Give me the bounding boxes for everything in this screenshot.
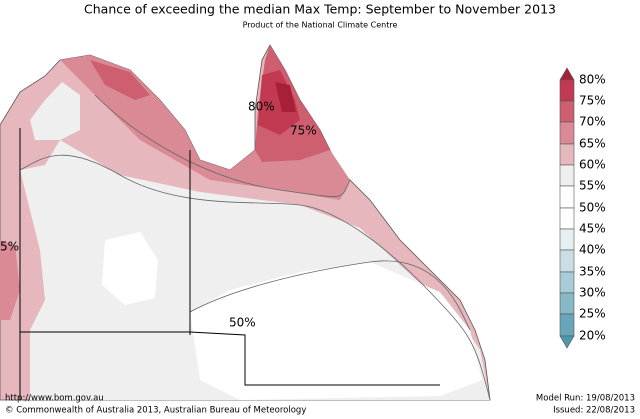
legend-label: 40% xyxy=(579,243,606,257)
legend-label: 80% xyxy=(579,73,606,87)
legend-swatch xyxy=(559,143,575,166)
legend-swatch xyxy=(559,207,575,230)
legend-label: 30% xyxy=(579,286,606,300)
legend-swatch xyxy=(559,79,575,102)
legend-label: 75% xyxy=(579,94,606,108)
legend-swatch xyxy=(559,271,575,294)
legend-label: 35% xyxy=(579,265,606,279)
legend-swatch xyxy=(559,164,575,187)
contour-line xyxy=(19,154,491,401)
footer-copyright: © Commonwealth of Australia 2013, Austra… xyxy=(5,406,306,416)
legend-swatch xyxy=(559,100,575,123)
legend-label: 45% xyxy=(579,222,606,236)
legend-swatch xyxy=(559,121,575,145)
contour-label: 5% xyxy=(0,240,19,254)
map: 80% 75% 50% 5% xyxy=(0,44,491,401)
region-65-70 xyxy=(0,240,20,320)
region-50-55 xyxy=(190,262,482,400)
contour-label: 80% xyxy=(248,100,275,114)
legend-label: 20% xyxy=(579,329,606,343)
contour-line xyxy=(189,260,471,331)
legend-label: 70% xyxy=(579,115,606,129)
legend-swatch xyxy=(559,292,575,315)
contour-line xyxy=(94,94,351,197)
region-70-75 xyxy=(90,60,150,100)
legend-swatch xyxy=(559,249,575,273)
legend-swatch xyxy=(559,313,575,337)
legend-label: 25% xyxy=(579,307,606,321)
footer-model-run: Model Run: 19/08/2013 xyxy=(536,394,635,404)
legend-label: 65% xyxy=(579,137,606,151)
legend-swatch xyxy=(559,67,575,81)
legend-swatch xyxy=(559,185,575,209)
region-75-80 xyxy=(258,70,300,135)
legend-swatch xyxy=(559,228,575,251)
legend-swatch xyxy=(559,335,575,349)
legend-label: 50% xyxy=(579,201,606,215)
region-55-60 xyxy=(30,82,80,140)
footer-issued: Issued: 22/08/2013 xyxy=(553,406,635,416)
state-border xyxy=(20,331,440,386)
contour-label: 50% xyxy=(229,316,256,330)
region-80 xyxy=(275,82,296,112)
legend-label: 60% xyxy=(579,158,606,172)
map-subtitle: Product of the National Climate Centre xyxy=(243,21,398,30)
legend-label: 55% xyxy=(579,179,606,193)
legend: 80% 75% 70% 65% 60% 55% 50% 45% 40% 35% … xyxy=(559,67,606,349)
region-50-55 xyxy=(102,232,158,305)
map-title: Chance of exceeding the median Max Temp:… xyxy=(84,2,556,17)
contour-label: 75% xyxy=(290,124,317,138)
footer-url: http://www.bom.gov.au xyxy=(5,394,104,404)
